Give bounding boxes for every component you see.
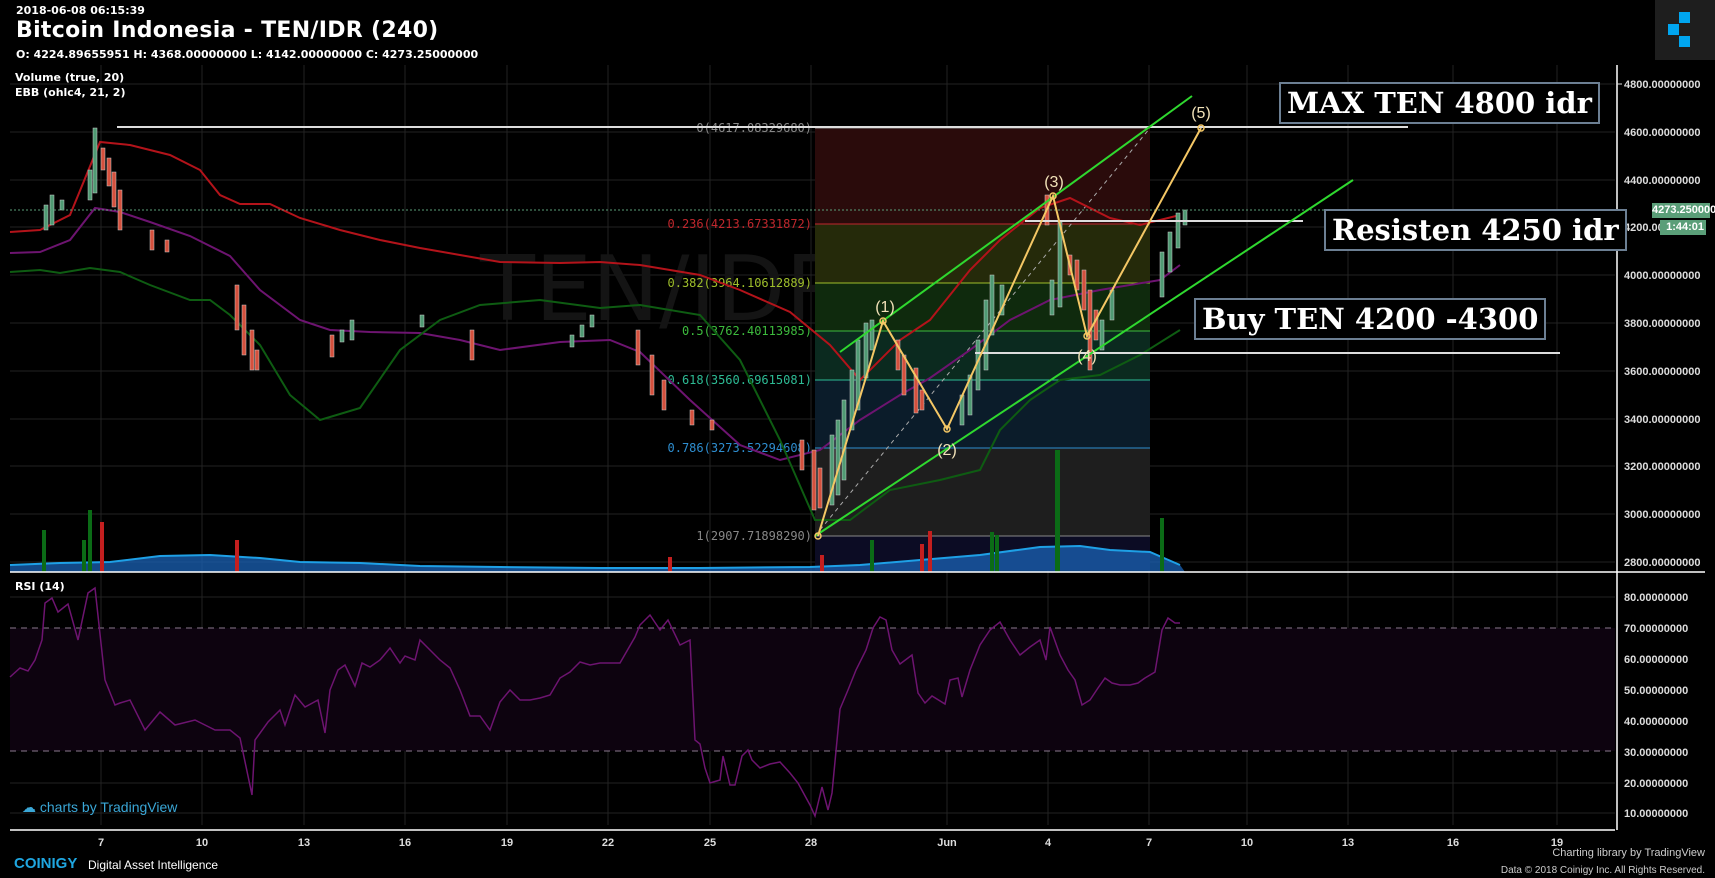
time-tick: 7 [98,837,104,849]
rsi-tick: 10.00000000 [1624,808,1688,820]
channel-upper-line[interactable] [839,95,1193,353]
rsi-axis[interactable]: 80.00000000 70.00000000 60.00000000 50.0… [1624,592,1688,820]
logo-square-icon [1679,12,1690,23]
fib-label-05: 0.5(3762.40113985) [682,324,812,338]
coinigy-brand[interactable]: COINIGY [14,855,78,872]
time-tick: 10 [196,837,208,849]
wave-label-1: (1) [875,299,895,316]
time-tick: 28 [805,837,817,849]
ebb-indicator-label[interactable]: EBB (ohlc4, 21, 2) [15,86,126,99]
time-tick: 16 [1447,837,1459,849]
tradingview-cloud-icon: ☁ [22,799,36,815]
chart-title: Bitcoin Indonesia - TEN/IDR (240) [16,18,439,43]
tradingview-brand-text: charts by TradingView [39,799,178,815]
time-axis[interactable]: 7 10 13 16 19 22 25 28 Jun 4 7 10 13 16 … [98,837,1563,849]
wave-points [814,124,1205,540]
fib-labels: 0(4617.08329680) 0.236(4213.67331872) 0.… [668,121,813,543]
rsi-line [9,586,1180,819]
annotation-resistance[interactable]: Resisten 4250 idr [1324,209,1627,251]
rsi-indicator-label[interactable]: RSI (14) [15,580,65,593]
rsi-tick: 30.00000000 [1624,747,1688,759]
time-tick: 22 [602,837,614,849]
time-tick: 13 [1342,837,1354,849]
price-tick: 4000.00000000 [1624,270,1700,282]
wave-label-3: (3) [1044,174,1064,191]
ebb-basis [9,206,1181,462]
bar-countdown-tag: 1:44:01 [1660,220,1706,235]
wave-label-2: (2) [937,442,957,459]
rsi-tick: 80.00000000 [1624,592,1688,604]
annotation-buy-zone[interactable]: Buy TEN 4200 -4300 [1194,298,1547,340]
price-tick: 3200.00000000 [1624,461,1700,473]
price-tick: 3000.00000000 [1624,509,1700,521]
time-tick: 4 [1045,837,1052,849]
price-tick: 3800.00000000 [1624,318,1700,330]
price-tick: 3400.00000000 [1624,414,1700,426]
time-tick: 19 [501,837,513,849]
time-tick: 13 [298,837,310,849]
price-tick: 2800.00000000 [1624,557,1700,569]
time-tick: Jun [937,837,957,849]
wave-label-5: (5) [1191,105,1211,122]
rsi-tick: 50.00000000 [1624,685,1688,697]
annotation-max-ten[interactable]: MAX TEN 4800 idr [1279,82,1600,124]
time-tick: 16 [399,837,411,849]
fib-retracement[interactable] [814,127,1151,570]
logo-square-icon [1668,24,1679,35]
ebb-upper-band [9,140,1181,382]
rsi-band-fill [10,628,1615,751]
time-tick: 10 [1241,837,1253,849]
rsi-tick: 20.00000000 [1624,778,1688,790]
volume-series [9,450,1185,572]
charting-library-credit[interactable]: Charting library by TradingView [1552,847,1705,859]
ohlc-readout: O: 4224.89655951 H: 4368.00000000 L: 414… [16,48,479,61]
data-copyright: Data © 2018 Coinigy Inc. All Rights Rese… [1500,865,1705,876]
price-axis[interactable]: 4800.00000000 4600.00000000 4400.0000000… [1617,79,1700,569]
price-tick: 4600.00000000 [1624,127,1700,139]
volume-indicator-label[interactable]: Volume (true, 20) [15,71,125,84]
ebb-lower-band [9,266,1181,521]
wave-label-4: (4) [1077,348,1097,365]
fib-label-1: 1(2907.71898290) [696,529,812,543]
elliott-wave-path[interactable] [817,127,1202,537]
rsi-tick: 60.00000000 [1624,654,1688,666]
price-tick: 4400.00000000 [1624,175,1700,187]
price-tick: 3600.00000000 [1624,366,1700,378]
time-tick: 7 [1146,837,1152,849]
rsi-tick: 70.00000000 [1624,623,1688,635]
fib-label-0236: 0.236(4213.67331872) [668,217,813,231]
price-tick: 4800.00000000 [1624,79,1700,91]
fib-label-0618: 0.618(3560.69615081) [668,373,813,387]
time-tick: 19 [1551,837,1563,849]
fib-label-0786: 0.786(3273.52294608) [668,441,813,455]
channel-lower-line[interactable] [814,179,1354,537]
fib-label-0382: 0.382(3964.10612889) [668,276,813,290]
wave-labels: (1) (2) (3) (4) (5) [875,105,1211,459]
time-tick: 25 [704,837,716,849]
watermark: TEN/IDR [479,237,848,342]
last-price-tag: 4273.25000000 [1652,203,1715,218]
chart-timestamp: 2018-06-08 06:15:39 [16,4,145,17]
coinigy-logo[interactable] [1655,0,1715,60]
rsi-tick: 40.00000000 [1624,716,1688,728]
coinigy-tagline: Digital Asset Intelligence [88,858,219,872]
tradingview-brand-link[interactable]: ☁ charts by TradingView [22,799,177,816]
logo-square-icon [1679,36,1690,47]
